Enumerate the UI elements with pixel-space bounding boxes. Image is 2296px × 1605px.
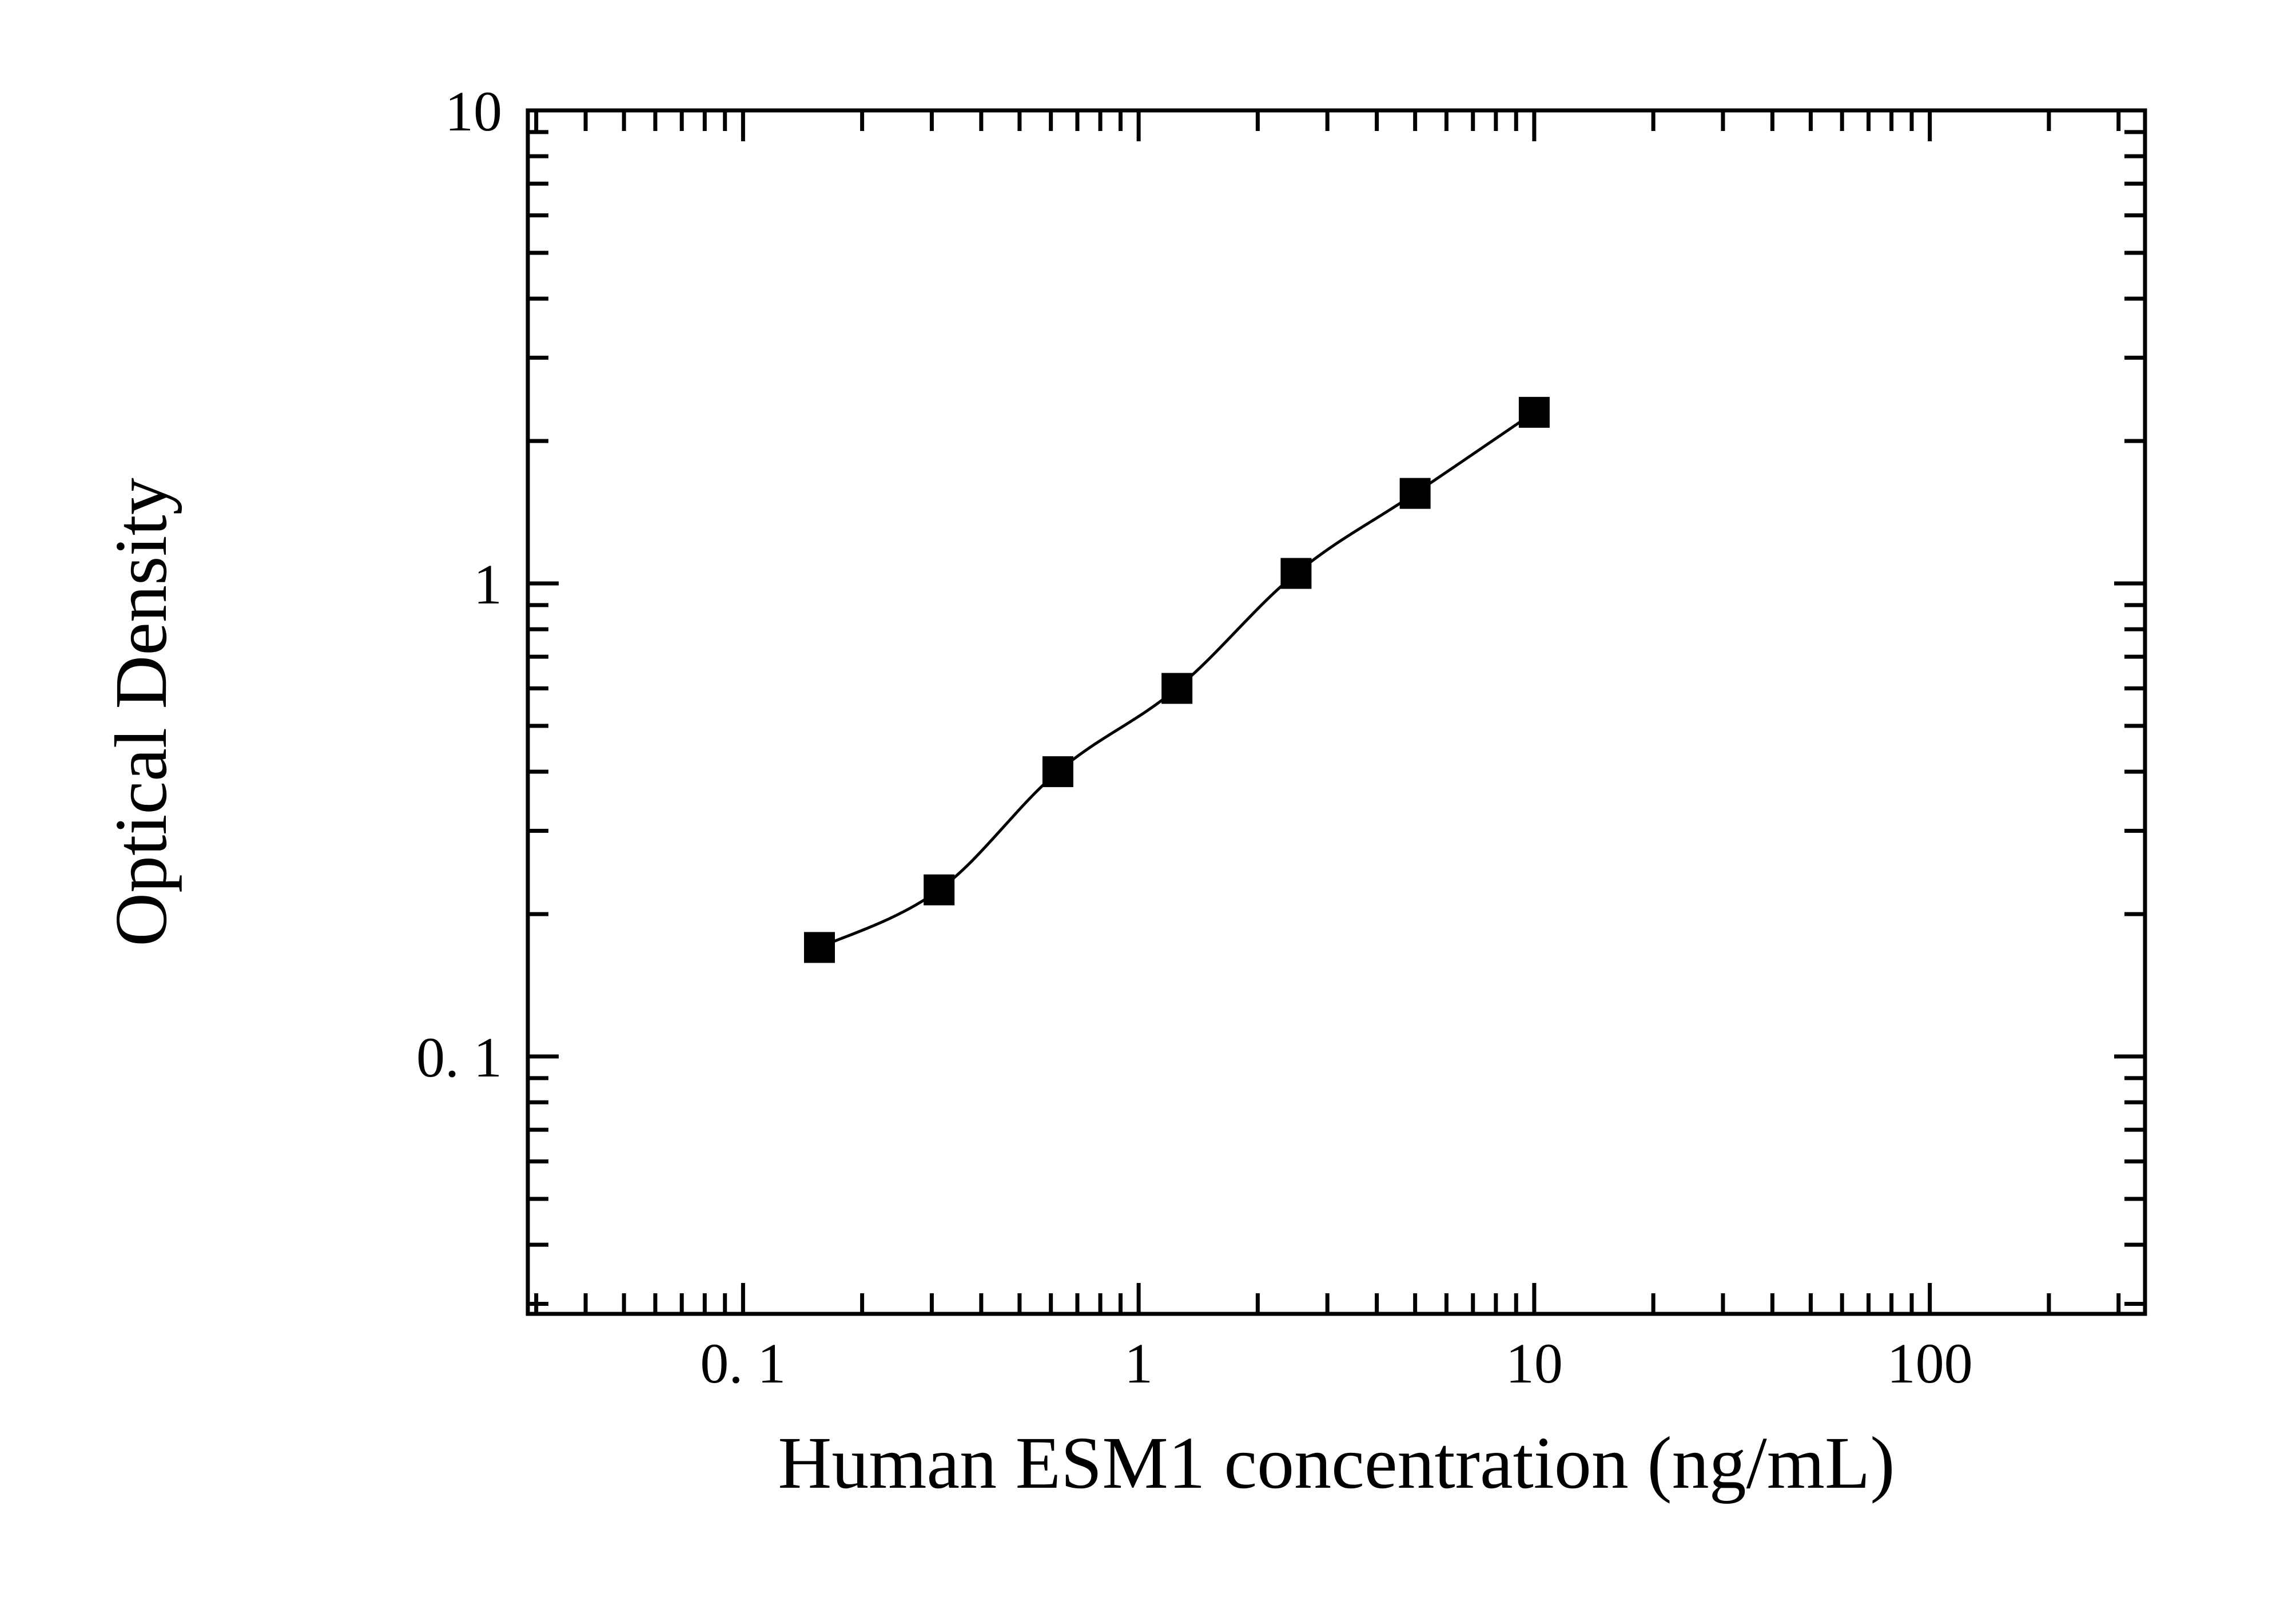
data-marker — [804, 932, 835, 963]
y-tick-label: 10 — [445, 80, 502, 143]
data-marker — [1519, 397, 1550, 428]
y-axis-label: Optical Density — [100, 478, 182, 947]
y-tick-label: 1 — [473, 553, 502, 616]
x-tick-label: 100 — [1887, 1332, 1973, 1395]
x-axis-label: Human ESM1 concentration (ng/mL) — [778, 1422, 1895, 1504]
data-marker — [1161, 673, 1192, 704]
data-marker — [1280, 558, 1311, 589]
plot-box — [528, 110, 2145, 1314]
standard-curve-chart: 0. 1 1 10 100 0. 1 1 10 Human ESM1 concentratio… — [0, 0, 2296, 1605]
x-tick-label: 1 — [1124, 1332, 1153, 1395]
data-marker — [1400, 478, 1431, 509]
data-marker — [924, 875, 954, 905]
data-marker — [1042, 756, 1073, 787]
chart-container: 0. 1 1 10 100 0. 1 1 10 Human ESM1 concentratio… — [0, 0, 2296, 1605]
y-tick-label: 0. 1 — [416, 1026, 502, 1089]
x-tick-label: 0. 1 — [700, 1332, 786, 1395]
x-tick-label: 10 — [1506, 1332, 1563, 1395]
